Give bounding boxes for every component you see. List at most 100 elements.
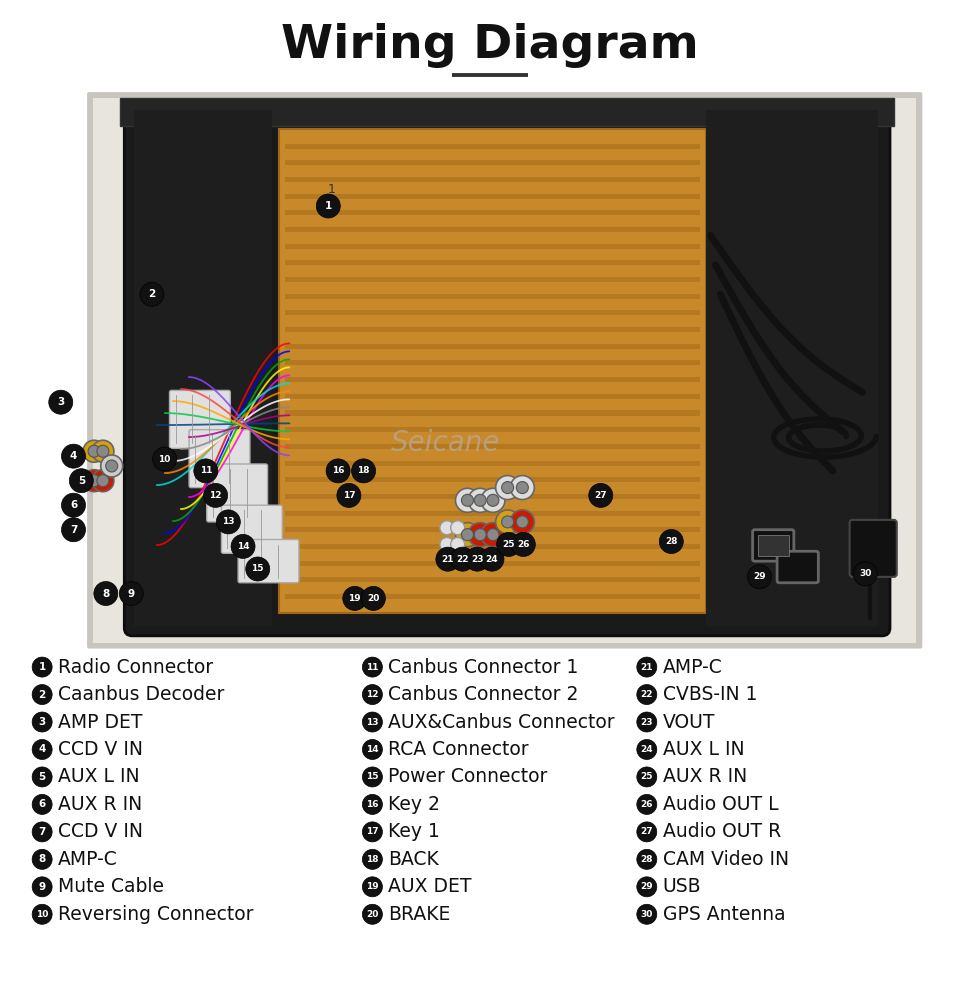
FancyBboxPatch shape — [285, 160, 700, 166]
Text: 16: 16 — [332, 466, 344, 476]
Text: 21: 21 — [442, 554, 454, 564]
FancyBboxPatch shape — [285, 410, 700, 416]
Circle shape — [326, 459, 350, 483]
Text: 29: 29 — [641, 882, 653, 892]
Text: 22: 22 — [457, 554, 468, 564]
Text: AMP DET: AMP DET — [58, 712, 143, 732]
Text: 5: 5 — [77, 476, 85, 486]
FancyBboxPatch shape — [706, 110, 878, 626]
Text: 3: 3 — [57, 397, 65, 407]
FancyBboxPatch shape — [207, 464, 268, 522]
Text: CCD V IN: CCD V IN — [58, 822, 143, 842]
Text: 5: 5 — [38, 772, 46, 782]
Circle shape — [456, 523, 479, 546]
Circle shape — [468, 489, 492, 512]
Circle shape — [462, 529, 473, 541]
Circle shape — [92, 440, 114, 462]
FancyBboxPatch shape — [285, 227, 700, 232]
Text: 19: 19 — [349, 594, 361, 603]
FancyBboxPatch shape — [87, 92, 922, 648]
FancyBboxPatch shape — [753, 530, 794, 561]
Text: 16: 16 — [367, 800, 378, 809]
Text: 12: 12 — [367, 690, 378, 699]
FancyBboxPatch shape — [285, 343, 700, 349]
Circle shape — [466, 547, 489, 571]
Circle shape — [204, 484, 227, 507]
Text: 18: 18 — [367, 854, 378, 864]
Text: CVBS-IN 1: CVBS-IN 1 — [662, 685, 758, 704]
Text: CAM Video IN: CAM Video IN — [662, 850, 789, 869]
Text: 2: 2 — [38, 690, 46, 699]
Text: 2: 2 — [148, 289, 156, 299]
Text: Seicane: Seicane — [391, 430, 501, 457]
Circle shape — [496, 510, 519, 534]
Text: VOUT: VOUT — [662, 712, 715, 732]
Circle shape — [637, 877, 657, 897]
Text: 19: 19 — [367, 882, 378, 892]
FancyBboxPatch shape — [285, 493, 700, 499]
Circle shape — [83, 470, 105, 491]
Circle shape — [637, 822, 657, 842]
Circle shape — [637, 767, 657, 787]
Text: AUX&Canbus Connector: AUX&Canbus Connector — [388, 712, 615, 732]
Circle shape — [363, 904, 382, 924]
Text: 11: 11 — [200, 466, 212, 476]
Text: 29: 29 — [754, 572, 765, 582]
Circle shape — [83, 440, 105, 462]
Text: 10: 10 — [159, 454, 171, 464]
FancyBboxPatch shape — [758, 535, 789, 556]
Text: 14: 14 — [367, 745, 378, 754]
Circle shape — [32, 767, 52, 787]
FancyBboxPatch shape — [285, 193, 700, 199]
Text: 26: 26 — [517, 540, 529, 549]
FancyBboxPatch shape — [285, 560, 700, 566]
Text: 24: 24 — [641, 745, 653, 754]
FancyBboxPatch shape — [285, 543, 700, 549]
Text: Key 1: Key 1 — [388, 822, 440, 842]
Text: Mute Cable: Mute Cable — [58, 877, 164, 897]
Text: 27: 27 — [641, 827, 653, 837]
Circle shape — [637, 795, 657, 814]
Circle shape — [487, 529, 499, 541]
FancyBboxPatch shape — [285, 177, 700, 182]
Circle shape — [474, 494, 486, 506]
Circle shape — [317, 194, 340, 218]
FancyBboxPatch shape — [121, 98, 894, 126]
Text: 9: 9 — [38, 882, 46, 892]
Text: 13: 13 — [222, 517, 234, 527]
Circle shape — [231, 535, 255, 558]
Text: 23: 23 — [471, 554, 483, 564]
Circle shape — [748, 565, 771, 589]
Text: 11: 11 — [367, 662, 378, 672]
Circle shape — [32, 822, 52, 842]
FancyBboxPatch shape — [285, 577, 700, 583]
Circle shape — [32, 795, 52, 814]
Circle shape — [511, 476, 534, 499]
Text: 4: 4 — [70, 451, 77, 461]
Text: 24: 24 — [486, 554, 498, 564]
Circle shape — [101, 455, 122, 477]
Text: 14: 14 — [237, 542, 249, 551]
Circle shape — [362, 587, 385, 610]
Circle shape — [32, 657, 52, 677]
Circle shape — [62, 444, 85, 468]
Text: AUX R IN: AUX R IN — [58, 795, 142, 814]
Circle shape — [468, 523, 492, 546]
Circle shape — [496, 476, 519, 499]
FancyBboxPatch shape — [93, 98, 916, 643]
Text: CCD V IN: CCD V IN — [58, 740, 143, 759]
Circle shape — [440, 538, 454, 551]
Circle shape — [363, 685, 382, 704]
FancyBboxPatch shape — [285, 243, 700, 249]
Text: AUX R IN: AUX R IN — [662, 767, 747, 787]
Text: 1: 1 — [327, 182, 335, 196]
Text: 26: 26 — [641, 800, 653, 809]
Circle shape — [516, 482, 528, 493]
Text: 27: 27 — [595, 490, 607, 500]
Text: Caanbus Decoder: Caanbus Decoder — [58, 685, 224, 704]
FancyBboxPatch shape — [285, 310, 700, 316]
Circle shape — [487, 494, 499, 506]
Circle shape — [49, 390, 73, 414]
Circle shape — [456, 489, 479, 512]
Text: 6: 6 — [70, 500, 77, 510]
